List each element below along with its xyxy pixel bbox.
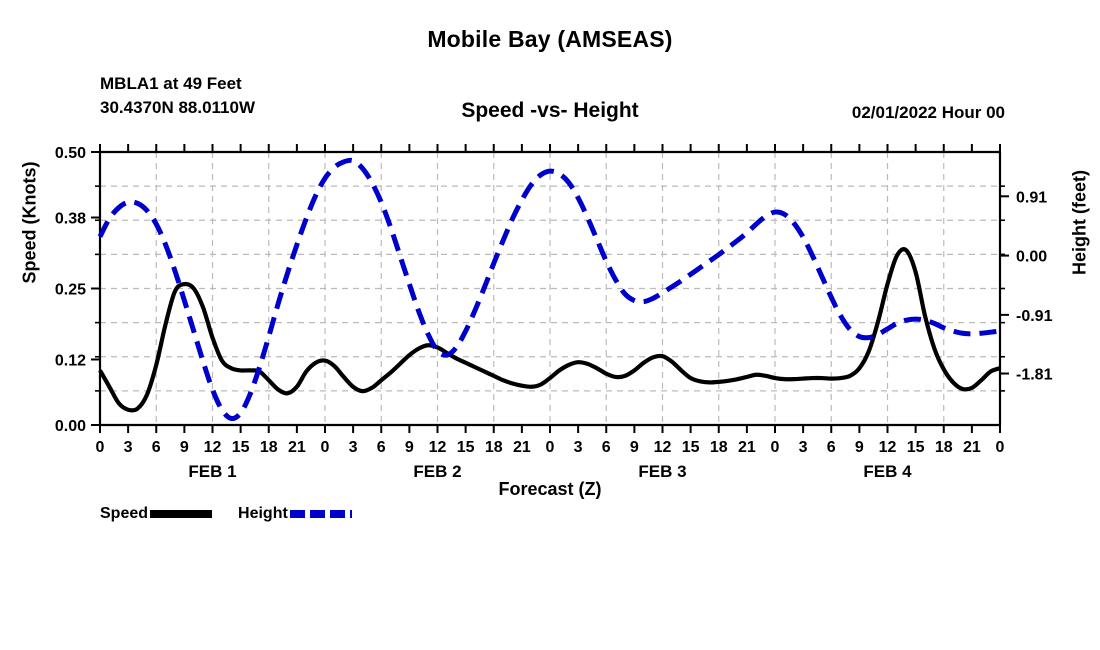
- series-line-speed: [98, 247, 1001, 413]
- x-axis-tick-label: 3: [124, 439, 133, 456]
- x-axis-tick-label: 12: [654, 439, 672, 456]
- x-axis-tick-label: 9: [180, 439, 189, 456]
- x-axis-day-label: FEB 3: [638, 462, 686, 481]
- y-axis-tick-label-right: -1.81: [1016, 367, 1053, 384]
- y-axis-tick-label-left: 0.25: [55, 282, 86, 299]
- chart-subtitle: Speed -vs- Height: [461, 99, 639, 122]
- x-axis-day-label: FEB 1: [188, 462, 236, 481]
- station-coordinates: 30.4370N 88.0110W: [100, 98, 256, 117]
- legend-label-speed: Speed: [100, 505, 149, 522]
- x-axis-tick-label: 0: [546, 439, 555, 456]
- y-axis-tick-label-left: 0.38: [55, 211, 86, 228]
- x-axis-tick-label: 6: [377, 439, 386, 456]
- legend-swatch-height-icon: [289, 510, 352, 518]
- x-axis-tick-label: 6: [602, 439, 611, 456]
- x-axis-tick-label: 6: [827, 439, 836, 456]
- x-axis-tick-label: 15: [457, 439, 475, 456]
- series-line-height: [97, 157, 1001, 422]
- x-axis-tick-label: 9: [855, 439, 864, 456]
- x-axis-tick-label: 21: [288, 439, 306, 456]
- y-axis-tick-label-right: 0.00: [1016, 249, 1047, 266]
- forecast-datestamp: 02/01/2022 Hour 00: [851, 103, 1005, 122]
- x-axis-day-label: FEB 2: [413, 462, 461, 481]
- x-axis-tick-label: 0: [321, 439, 330, 456]
- x-axis-tick-label: 3: [349, 439, 358, 456]
- x-axis-tick-label: 6: [152, 439, 161, 456]
- x-axis-tick-label: 0: [996, 439, 1005, 456]
- x-axis-tick-label: 9: [630, 439, 639, 456]
- x-axis-tick-label: 18: [485, 439, 503, 456]
- x-axis-tick-label: 3: [799, 439, 808, 456]
- x-axis-tick-label: 21: [513, 439, 531, 456]
- station-name-depth: MBLA1 at 49 Feet: [100, 74, 242, 93]
- x-axis-tick-label: 21: [963, 439, 981, 456]
- legend-swatch-speed-icon: [150, 510, 213, 518]
- x-axis-tick-label: 0: [96, 439, 105, 456]
- x-axis-tick-label: 18: [710, 439, 728, 456]
- x-axis-tick-label: 12: [429, 439, 447, 456]
- x-axis-day-label: FEB 4: [863, 462, 912, 481]
- chart-legend: Speed Height: [100, 505, 352, 523]
- x-axis-tick-label: 15: [682, 439, 700, 456]
- x-axis-tick-label: 15: [232, 439, 250, 456]
- y-axis-tick-label-right: -0.91: [1016, 308, 1053, 325]
- y-axis-tick-label-left: 0.12: [55, 352, 86, 369]
- y-axis-tick-label-left: 0.50: [55, 145, 86, 162]
- station-info: MBLA1 at 49 Feet 30.4370N 88.0110W: [100, 72, 255, 120]
- legend-label-height: Height: [238, 505, 288, 522]
- page-title-top: Mobile Bay (AMSEAS): [427, 26, 673, 52]
- x-axis-tick-label: 18: [260, 439, 278, 456]
- y-axis-tick-label-left: 0.00: [55, 418, 86, 435]
- x-axis-tick-label: 12: [204, 439, 222, 456]
- y-axis-tick-label-right: 0.91: [1016, 189, 1047, 206]
- x-axis-tick-label: 12: [879, 439, 897, 456]
- y-axis-label-right: Height (feet): [1069, 170, 1090, 275]
- x-axis-tick-label: 0: [771, 439, 780, 456]
- y-axis-label-left: Speed (Knots): [19, 161, 40, 284]
- x-axis-label: Forecast (Z): [498, 479, 602, 499]
- x-axis-tick-label: 18: [935, 439, 953, 456]
- x-axis-tick-label: 21: [738, 439, 756, 456]
- x-axis-tick-label: 9: [405, 439, 414, 456]
- x-axis-tick-label: 3: [574, 439, 583, 456]
- x-axis-tick-label: 15: [907, 439, 925, 456]
